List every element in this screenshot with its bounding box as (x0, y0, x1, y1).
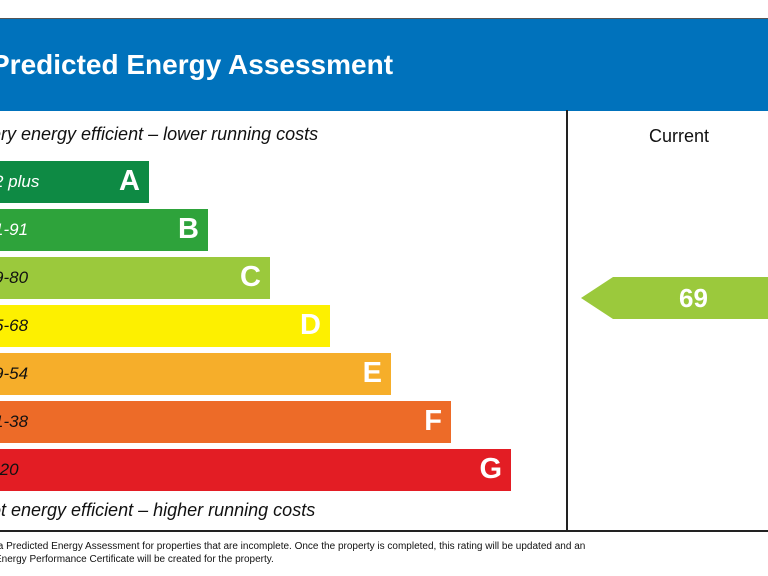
band-letter: G (479, 453, 502, 485)
band-range: 1-91 (0, 220, 29, 239)
footer-note: s a Predicted Energy Assessment for prop… (0, 541, 690, 566)
band-letter: B (178, 213, 199, 245)
band-letter: E (362, 357, 382, 389)
band-range: 9-80 (0, 268, 29, 287)
footer-line-1: s a Predicted Energy Assessment for prop… (0, 541, 586, 552)
band-e: 9-54 E (0, 353, 391, 395)
band-letter: F (424, 405, 442, 437)
band-f: 1-38 F (0, 401, 451, 443)
band-b: 1-91 B (0, 209, 208, 251)
current-rating-indicator: 69 (581, 277, 768, 319)
rating-arrow-shape (581, 277, 768, 319)
band-range: 5-68 (0, 316, 29, 335)
current-rating-value: 69 (679, 283, 708, 313)
band-d: 5-68 D (0, 305, 330, 347)
current-column-label: Current (649, 126, 710, 146)
band-a: 2 plus A (0, 161, 149, 203)
frame-bottom-border (0, 530, 768, 532)
band-letter: A (119, 165, 140, 197)
page-title: Predicted Energy Assessment (0, 49, 394, 80)
band-range: 2 plus (0, 172, 40, 191)
header-banner: Predicted Energy Assessment (0, 18, 768, 111)
band-range: 1-38 (0, 412, 29, 431)
band-range: -20 (0, 460, 19, 479)
band-letter: D (300, 309, 321, 341)
band-c: 9-80 C (0, 257, 270, 299)
column-divider (566, 110, 568, 531)
bottom-caption: ot energy efficient – higher running cos… (0, 500, 316, 520)
band-g: -20 G (0, 449, 511, 491)
band-letter: C (240, 261, 261, 293)
footer-line-2: l Energy Performance Certificate will be… (0, 553, 274, 565)
top-caption: ery energy efficient – lower running cos… (0, 124, 319, 144)
band-range: 9-54 (0, 364, 29, 383)
